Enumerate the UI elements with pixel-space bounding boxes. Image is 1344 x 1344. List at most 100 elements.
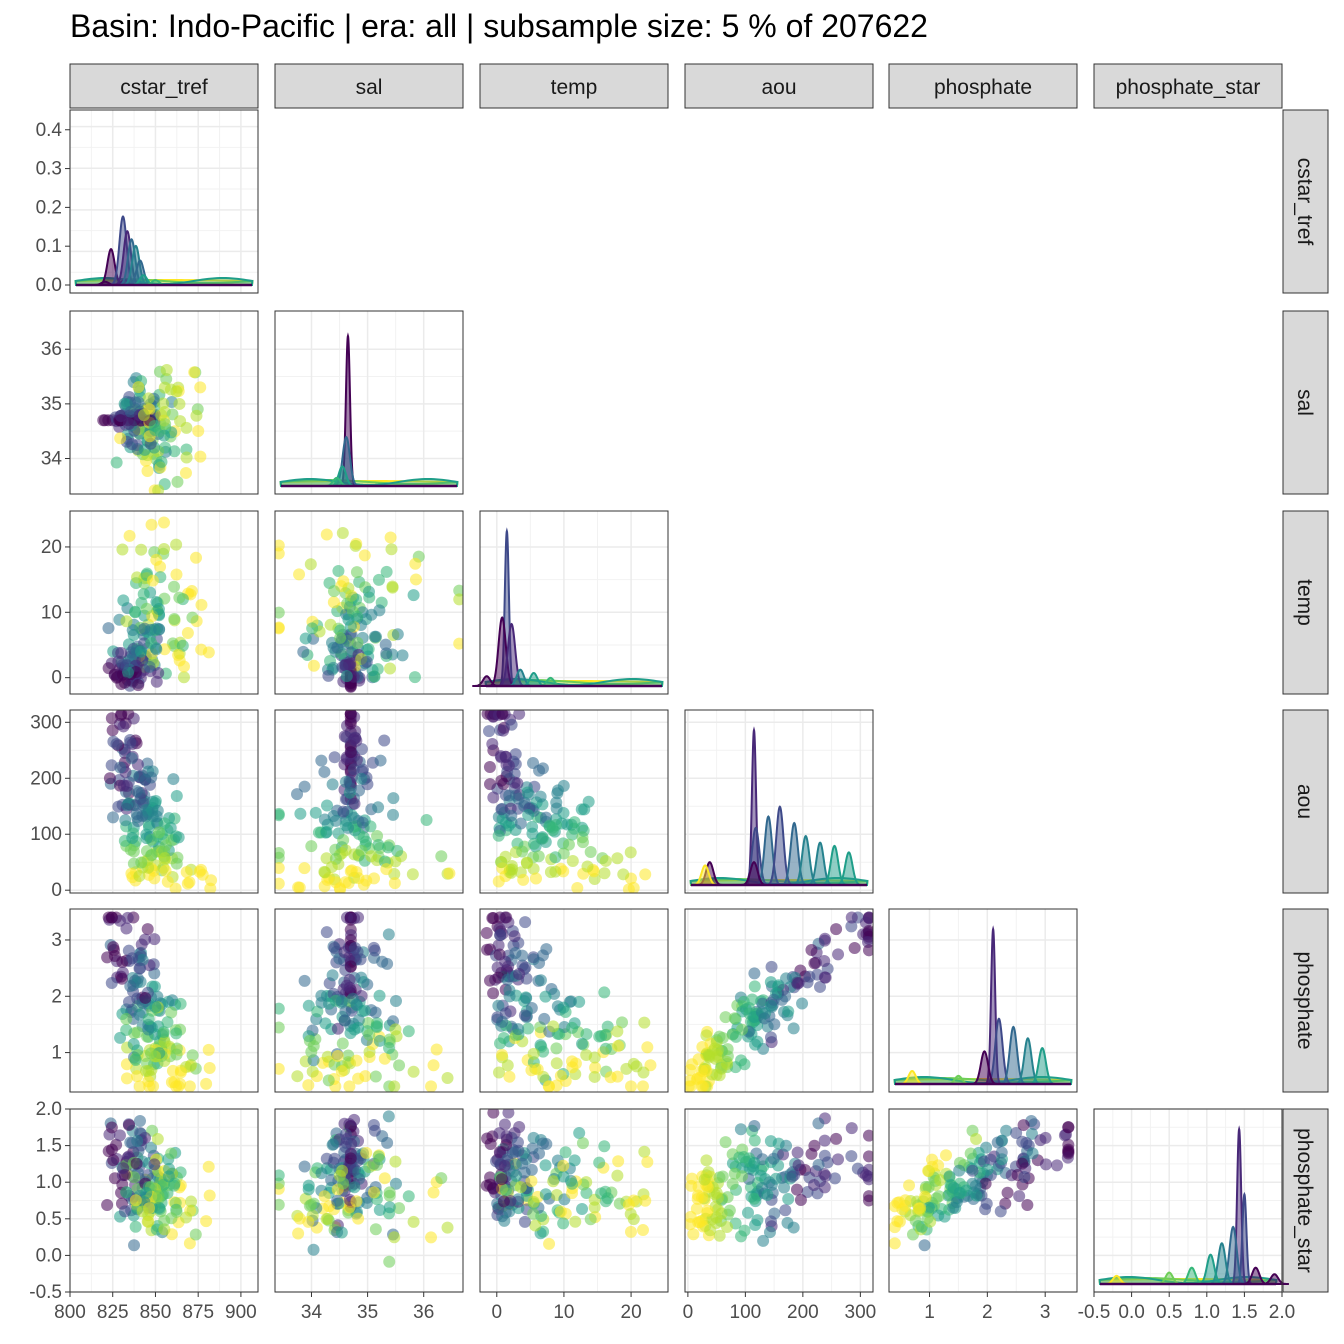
data-point — [779, 1204, 792, 1217]
data-point — [117, 720, 130, 733]
data-point — [1062, 1121, 1075, 1134]
data-point — [298, 862, 311, 875]
data-point — [685, 1080, 697, 1092]
data-point — [162, 1170, 175, 1183]
panel-border — [274, 310, 464, 495]
data-point — [352, 872, 365, 885]
data-point — [862, 1170, 873, 1183]
data-point — [124, 843, 137, 856]
data-point — [685, 1179, 698, 1192]
data-point — [340, 670, 353, 683]
data-point — [814, 980, 827, 993]
data-point — [527, 756, 540, 769]
data-point — [120, 1012, 133, 1025]
data-point — [388, 1231, 401, 1244]
data-point — [756, 1006, 769, 1019]
row-strip-cstar_tref — [1282, 109, 1329, 294]
data-point — [344, 782, 357, 795]
data-point — [102, 1145, 115, 1158]
data-point — [165, 1006, 178, 1019]
data-point — [174, 415, 187, 428]
data-point — [830, 1132, 843, 1145]
data-point — [204, 882, 217, 893]
data-point — [520, 992, 533, 1005]
data-point — [275, 851, 285, 864]
data-point — [275, 809, 285, 822]
data-point — [818, 1134, 831, 1147]
scatter-panel-aou-vs-cstar_tref — [69, 709, 259, 894]
scatter-panel-phosphate_star-vs-cstar_tref — [69, 1108, 259, 1293]
data-point — [344, 960, 357, 973]
data-point — [970, 1189, 983, 1202]
data-point — [326, 1138, 339, 1151]
data-point — [721, 1191, 734, 1204]
data-point — [569, 1215, 582, 1228]
data-point — [812, 1158, 825, 1171]
data-point — [764, 1135, 777, 1148]
point-layer — [481, 710, 652, 893]
panel-background — [70, 110, 258, 293]
point-layer — [97, 364, 207, 494]
data-point — [576, 1137, 589, 1150]
data-point — [598, 867, 611, 880]
data-point — [334, 631, 347, 644]
data-point — [168, 612, 181, 625]
data-point — [599, 854, 612, 867]
data-point — [499, 1184, 512, 1197]
data-point — [768, 1018, 781, 1031]
data-point — [578, 803, 591, 816]
x-tick-label: 900 — [225, 1302, 257, 1323]
data-point — [122, 996, 135, 1009]
data-point — [787, 1022, 800, 1035]
data-point — [152, 484, 165, 494]
data-point — [188, 366, 201, 379]
data-point — [508, 776, 521, 789]
data-point — [497, 1195, 510, 1208]
data-point — [181, 877, 194, 890]
data-point — [368, 1124, 381, 1137]
density-panel-sal — [274, 310, 464, 495]
data-point — [148, 1158, 161, 1171]
data-point — [698, 1173, 711, 1186]
data-point — [505, 718, 518, 731]
data-point — [185, 585, 198, 598]
scatter-panel-aou-vs-temp — [479, 709, 669, 894]
data-point — [190, 409, 203, 422]
x-tick-label: 1 — [924, 1302, 935, 1323]
data-point — [641, 1041, 654, 1054]
data-point — [700, 1154, 713, 1167]
data-point — [307, 1243, 320, 1256]
panel-border — [479, 709, 669, 894]
row-strip-label-phosphate: phosphate — [1293, 951, 1316, 1049]
data-point — [378, 1172, 391, 1185]
data-point — [481, 943, 494, 956]
data-point — [328, 751, 341, 764]
data-point — [126, 624, 139, 637]
data-point — [315, 989, 328, 1002]
data-point — [580, 1028, 593, 1041]
x-tick-label: 3 — [1040, 1302, 1051, 1323]
data-point — [114, 432, 127, 445]
data-point — [186, 611, 199, 624]
data-point — [713, 1171, 726, 1184]
data-point — [519, 916, 532, 929]
data-point — [543, 1237, 556, 1250]
data-point — [275, 877, 285, 890]
data-point — [326, 778, 339, 791]
data-point — [921, 1212, 934, 1225]
data-point — [598, 986, 611, 999]
data-point — [896, 1203, 909, 1216]
data-point — [117, 658, 130, 671]
data-point — [158, 543, 171, 556]
data-point — [127, 1038, 140, 1051]
data-point — [818, 1149, 831, 1162]
data-point — [331, 1049, 344, 1062]
data-point — [496, 1015, 509, 1028]
data-point — [185, 1195, 198, 1208]
data-point — [144, 1047, 157, 1060]
data-point — [539, 990, 552, 1003]
data-point — [818, 1168, 831, 1181]
data-point — [386, 581, 399, 594]
data-point — [291, 788, 304, 801]
data-point — [792, 976, 805, 989]
